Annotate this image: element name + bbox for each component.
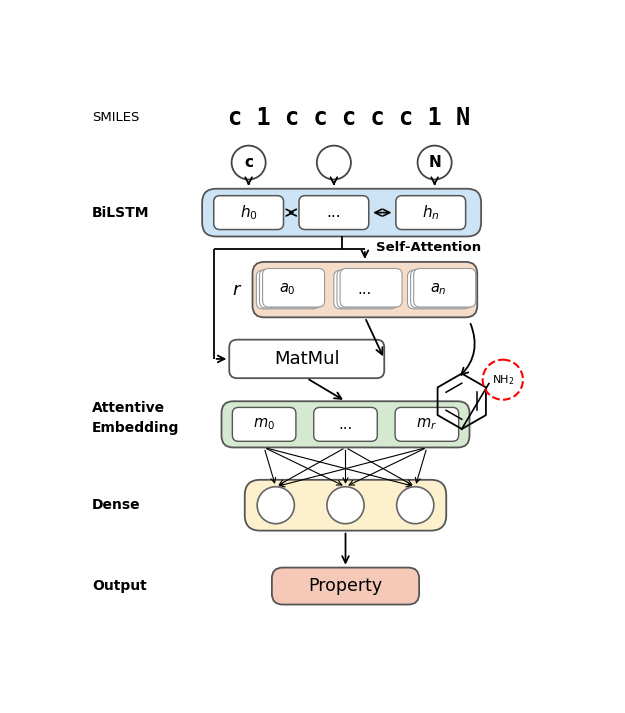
Text: $a_n$: $a_n$ <box>430 282 447 297</box>
Text: ...: ... <box>327 205 341 220</box>
FancyBboxPatch shape <box>245 480 446 530</box>
FancyBboxPatch shape <box>253 262 478 317</box>
Text: Dense: Dense <box>92 498 141 512</box>
Circle shape <box>418 145 452 180</box>
Text: $h_0$: $h_0$ <box>240 203 258 222</box>
Circle shape <box>257 487 294 523</box>
Text: ...: ... <box>338 417 352 432</box>
Circle shape <box>317 145 351 180</box>
FancyBboxPatch shape <box>259 270 321 308</box>
Text: Attentive
Embedding: Attentive Embedding <box>92 401 179 435</box>
Text: $h_n$: $h_n$ <box>422 203 439 222</box>
Text: MatMul: MatMul <box>274 350 339 368</box>
Text: $m_r$: $m_r$ <box>416 416 437 432</box>
Circle shape <box>327 487 364 523</box>
Circle shape <box>232 145 266 180</box>
FancyBboxPatch shape <box>229 339 384 378</box>
FancyBboxPatch shape <box>337 270 399 308</box>
FancyBboxPatch shape <box>414 269 476 307</box>
Text: $m_0$: $m_0$ <box>253 416 275 432</box>
FancyBboxPatch shape <box>411 270 472 308</box>
FancyBboxPatch shape <box>314 407 378 441</box>
Text: ...: ... <box>357 282 372 297</box>
FancyBboxPatch shape <box>256 270 318 309</box>
FancyBboxPatch shape <box>334 270 396 309</box>
Text: SMILES: SMILES <box>92 111 139 124</box>
Circle shape <box>397 487 434 523</box>
FancyBboxPatch shape <box>202 189 481 237</box>
FancyBboxPatch shape <box>262 269 324 307</box>
FancyBboxPatch shape <box>340 269 402 307</box>
FancyBboxPatch shape <box>214 195 284 230</box>
FancyBboxPatch shape <box>408 270 469 309</box>
Text: NH$_2$: NH$_2$ <box>491 373 514 386</box>
Text: Output: Output <box>92 579 147 593</box>
FancyBboxPatch shape <box>272 568 419 605</box>
Text: $a_0$: $a_0$ <box>279 282 296 297</box>
FancyBboxPatch shape <box>221 401 469 448</box>
Text: c: c <box>244 155 253 170</box>
Text: $r$: $r$ <box>232 281 242 299</box>
Text: BiLSTM: BiLSTM <box>92 205 149 220</box>
FancyBboxPatch shape <box>395 407 459 441</box>
Text: Self-Attention: Self-Attention <box>376 241 481 255</box>
FancyBboxPatch shape <box>396 195 466 230</box>
FancyBboxPatch shape <box>232 407 296 441</box>
Text: N: N <box>428 155 441 170</box>
FancyBboxPatch shape <box>299 195 369 230</box>
Text: Property: Property <box>309 577 382 595</box>
Text: c 1 c c c c c 1 N: c 1 c c c c c 1 N <box>228 106 471 130</box>
